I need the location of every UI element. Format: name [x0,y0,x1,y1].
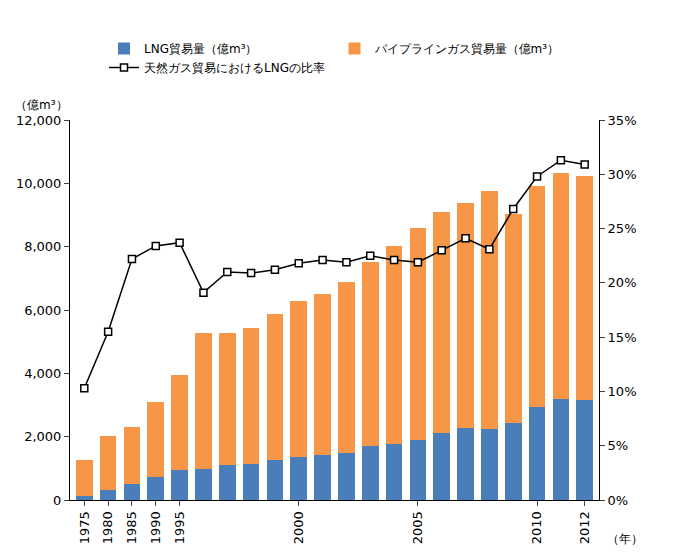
svg-text:2000: 2000 [291,511,306,544]
svg-text:0: 0 [53,493,61,508]
svg-text:35%: 35% [608,113,637,128]
svg-text:20%: 20% [608,275,637,290]
svg-text:4,000: 4,000 [24,366,61,381]
svg-text:5%: 5% [608,438,629,453]
svg-text:（億m³）: （億m³） [15,98,68,112]
svg-text:LNG貿易量（億m³）: LNG貿易量（億m³） [144,42,257,56]
svg-text:1985: 1985 [124,511,139,544]
svg-text:（年）: （年） [607,532,643,546]
svg-text:6,000: 6,000 [24,303,61,318]
svg-text:25%: 25% [608,221,637,236]
svg-text:1975: 1975 [77,511,92,544]
svg-text:1980: 1980 [100,511,115,544]
svg-text:8,000: 8,000 [24,239,61,254]
svg-text:2012: 2012 [577,511,592,544]
svg-text:2,000: 2,000 [24,429,61,444]
svg-text:1995: 1995 [172,511,187,544]
svg-text:2005: 2005 [410,511,425,544]
svg-text:天然ガス貿易におけるLNGの比率: 天然ガス貿易におけるLNGの比率 [144,61,325,75]
svg-text:パイプラインガス貿易量（億m³）: パイプラインガス貿易量（億m³） [374,42,560,56]
svg-text:30%: 30% [608,167,637,182]
svg-text:2010: 2010 [529,511,544,544]
svg-text:0%: 0% [608,493,629,508]
svg-text:15%: 15% [608,330,637,345]
svg-text:1990: 1990 [148,511,163,544]
svg-text:10,000: 10,000 [16,176,62,191]
svg-text:10%: 10% [608,384,637,399]
svg-text:12,000: 12,000 [16,113,62,128]
